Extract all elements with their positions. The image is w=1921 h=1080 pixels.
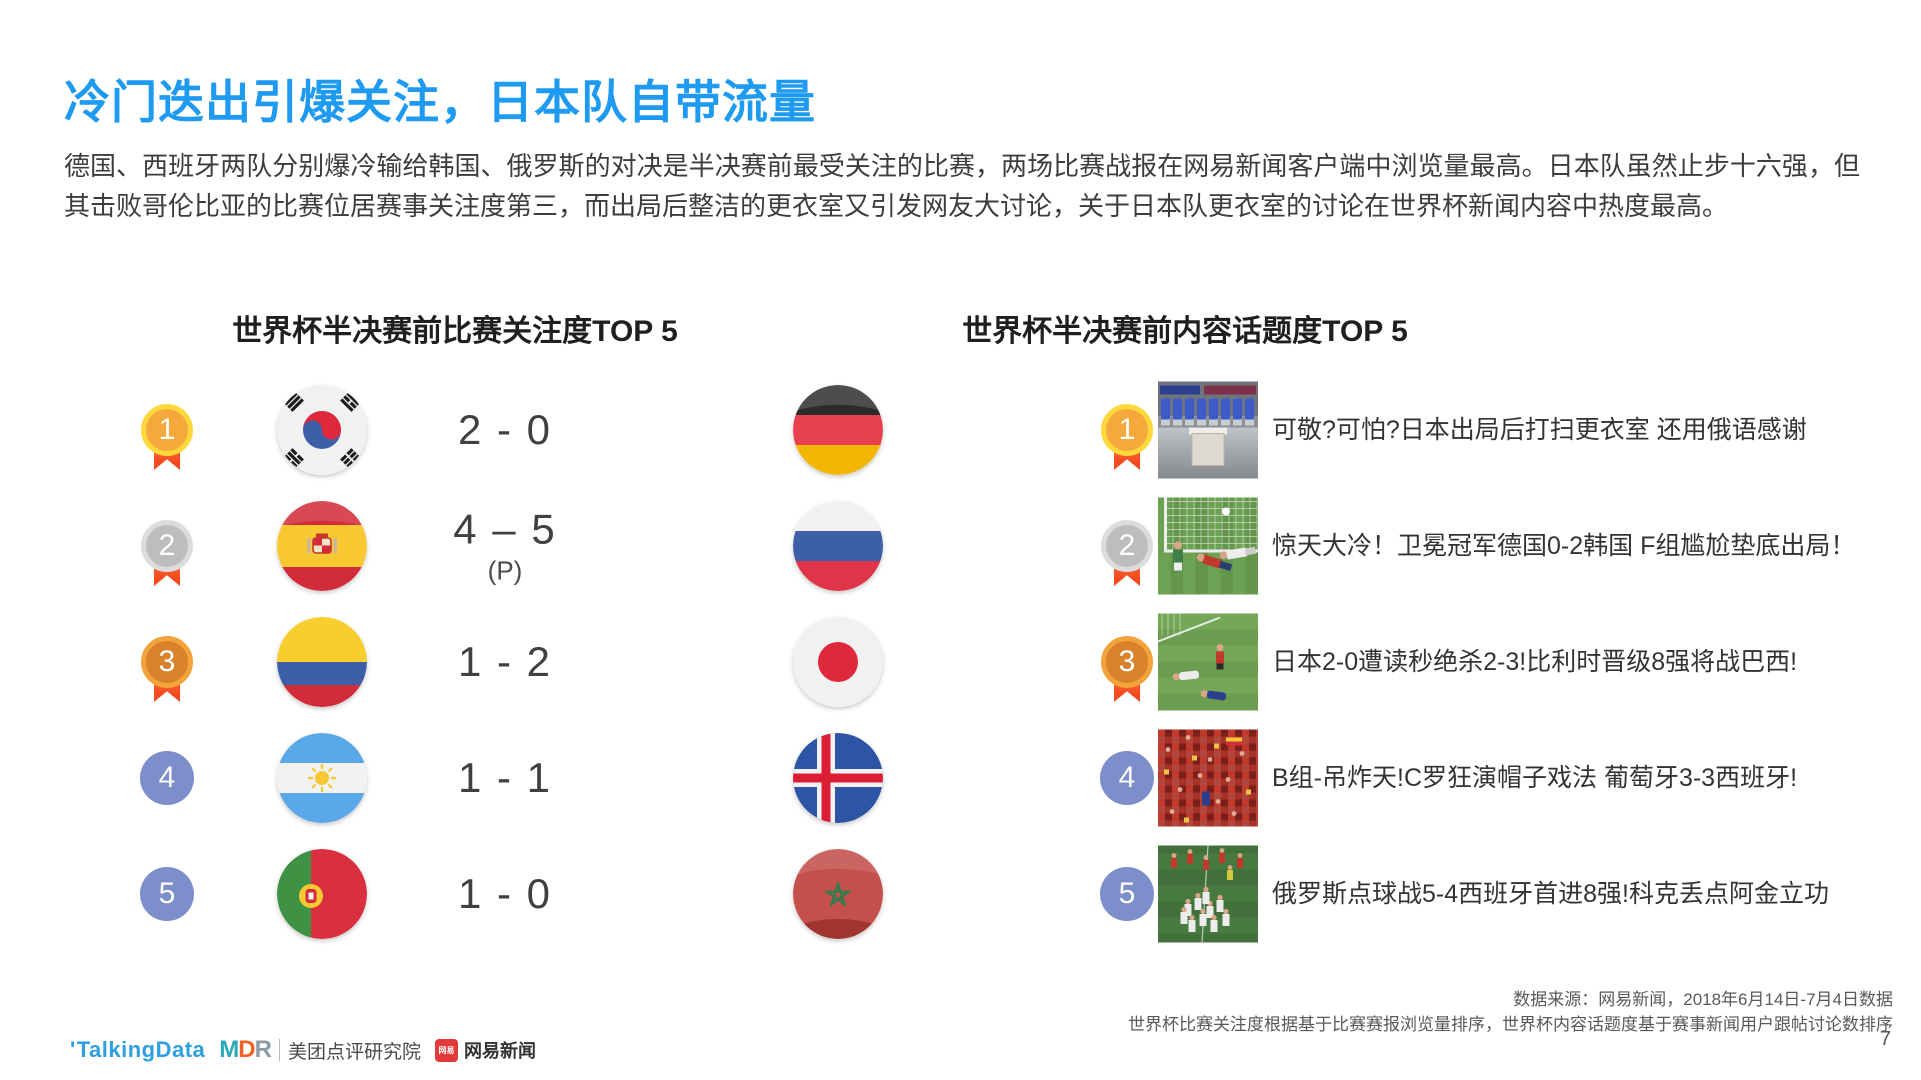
flag-colombia-icon — [277, 617, 367, 707]
data-source-note: 数据来源：网易新闻，2018年6月14日-7月4日数据 世界杯比赛关注度根据基于… — [1128, 988, 1893, 1037]
gold-medal-icon: 1 — [1098, 404, 1156, 470]
flag-russia-icon — [793, 501, 883, 591]
rank-number: 4 — [1118, 761, 1136, 794]
news-thumbnail-germany-korea-goal — [1158, 497, 1258, 595]
rank-number: 1 — [158, 413, 176, 446]
talkingdata-logo: 'TalkingData — [70, 1037, 206, 1062]
rank-number: 5 — [1118, 877, 1136, 910]
match-row: 1 2 - 0 — [130, 372, 910, 488]
source-line-1: 数据来源：网易新闻，2018年6月14日-7月4日数据 — [1513, 990, 1893, 1009]
page-number: 7 — [1879, 1028, 1891, 1050]
rank-3-medal: 3 — [1098, 636, 1156, 702]
rank-2-medal: 2 — [1098, 520, 1156, 586]
match-score-cell: 4 – 5 (P) — [420, 506, 590, 587]
match-score-cell: 1 - 1 — [420, 754, 590, 802]
penalty-note: (P) — [487, 555, 523, 586]
netease-news-logo: 网易 网易新闻 — [435, 1037, 536, 1063]
flag-spain-icon — [277, 501, 367, 591]
rank-circle-icon: 4 — [1100, 751, 1154, 805]
rank-1-medal: 1 — [138, 404, 196, 470]
match-score-cell: 1 - 0 — [420, 870, 590, 918]
match-row: 2 4 – 5 (P) — [130, 488, 910, 604]
netease-label: 网易新闻 — [464, 1041, 536, 1061]
news-headline: 可敬?可怕?日本出局后打扫更衣室 还用俄语感谢 — [1272, 415, 1807, 444]
logo-divider — [278, 1039, 280, 1061]
rank-number: 2 — [158, 529, 176, 562]
topic-row: 5 俄罗斯点球战5-4西班牙首进8强!科克丢点阿金立功 — [1090, 836, 1890, 952]
topic-row: 3 日本2-0遭读秒绝杀2-3!比利时晋级8强将战巴西! — [1090, 604, 1890, 720]
talkingdata-tick-icon: ' — [70, 1037, 76, 1062]
flag-portugal-icon — [277, 849, 367, 939]
rank-number: 3 — [1118, 645, 1136, 678]
match-score-cell: 1 - 2 — [420, 638, 590, 686]
match-row: 3 1 - 2 — [130, 604, 910, 720]
rank-3-medal: 3 — [138, 636, 196, 702]
match-rank-list: 1 2 - 0 2 4 – 5 (P) 3 1 - 2 — [130, 372, 910, 952]
match-score: 1 - 2 — [457, 638, 553, 685]
flag-japan-icon — [793, 617, 883, 707]
rank-4-badge: 4 — [138, 751, 196, 805]
rank-number: 4 — [158, 761, 176, 794]
match-score: 4 – 5 — [453, 505, 557, 553]
match-score: 1 - 1 — [457, 754, 553, 801]
rank-1-medal: 1 — [1098, 404, 1156, 470]
news-thumbnail-locker-room — [1158, 381, 1258, 479]
rank-5-badge: 5 — [1098, 867, 1156, 921]
rank-5-badge: 5 — [138, 867, 196, 921]
topic-row: 4 B组-吊炸天!C罗狂演帽子戏法 葡萄牙3-3西班牙! — [1090, 720, 1890, 836]
meituan-label: 美团点评研究院 — [287, 1041, 421, 1063]
news-headline: 俄罗斯点球战5-4西班牙首进8强!科克丢点阿金立功 — [1272, 879, 1829, 908]
news-thumbnail-japan-belgium-pitch — [1158, 613, 1258, 711]
rank-circle-icon: 5 — [1100, 867, 1154, 921]
rank-number: 3 — [158, 645, 176, 678]
news-thumbnail-russia-spain-celebration — [1158, 845, 1258, 943]
flag-south-korea-icon — [277, 385, 367, 475]
news-headline: B组-吊炸天!C罗狂演帽子戏法 葡萄牙3-3西班牙! — [1272, 763, 1798, 792]
topic-row: 1 可敬?可怕?日本出局后打扫更衣室 还用俄语感谢 — [1090, 372, 1890, 488]
match-score-cell: 2 - 0 — [420, 406, 590, 454]
meituan-research-logo: MDR 美团点评研究院 — [219, 1036, 421, 1064]
topic-rank-list: 1 可敬?可怕?日本出局后打扫更衣室 还用俄语感谢 2 惊天大冷！卫冕冠军德国0… — [1090, 372, 1890, 952]
bronze-medal-icon: 3 — [1098, 636, 1156, 702]
silver-medal-icon: 2 — [138, 520, 196, 586]
news-headline: 惊天大冷！卫冕冠军德国0-2韩国 F组尴尬垫底出局！ — [1272, 531, 1856, 560]
bronze-medal-icon: 3 — [138, 636, 196, 702]
silver-medal-icon: 2 — [1098, 520, 1156, 586]
source-line-2: 世界杯比赛关注度根据基于比赛赛报浏览量排序，世界杯内容话题度基于赛事新闻用户跟帖… — [1128, 1014, 1893, 1034]
intro-paragraph: 德国、西班牙两队分别爆冷输给韩国、俄罗斯的对决是半决赛前最受关注的比赛，两场比赛… — [64, 151, 1860, 222]
mdr-logo: MDR — [219, 1036, 272, 1063]
netease-badge-icon: 网易 — [435, 1038, 458, 1062]
flag-germany-icon — [793, 385, 883, 475]
flag-morocco-icon — [793, 849, 883, 939]
topic-row: 2 惊天大冷！卫冕冠军德国0-2韩国 F组尴尬垫底出局！ — [1090, 488, 1890, 604]
rank-circle-icon: 4 — [140, 751, 194, 805]
news-headline: 日本2-0遭读秒绝杀2-3!比利时晋级8强将战巴西! — [1272, 647, 1798, 676]
gold-medal-icon: 1 — [138, 404, 196, 470]
rank-number: 5 — [158, 877, 176, 910]
match-score: 2 - 0 — [457, 406, 553, 453]
rank-number: 2 — [1118, 529, 1136, 562]
match-row: 5 1 - 0 — [130, 836, 910, 952]
logo-bar: 'TalkingData MDR 美团点评研究院 网易 网易新闻 — [70, 1036, 536, 1064]
rank-2-medal: 2 — [138, 520, 196, 586]
rank-circle-icon: 5 — [140, 867, 194, 921]
rank-4-badge: 4 — [1098, 751, 1156, 805]
rank-number: 1 — [1118, 413, 1136, 446]
flag-argentina-icon — [277, 733, 367, 823]
topic-panel-title: 世界杯半决赛前内容话题度TOP 5 — [962, 315, 1408, 348]
match-row: 4 1 - 1 — [130, 720, 910, 836]
flag-iceland-icon — [793, 733, 883, 823]
page-title: 冷门迭出引爆关注，日本队自带流量 — [64, 76, 816, 128]
match-panel-title: 世界杯半决赛前比赛关注度TOP 5 — [232, 315, 678, 348]
match-score: 1 - 0 — [457, 870, 553, 917]
news-thumbnail-portugal-spain-crowd — [1158, 729, 1258, 827]
